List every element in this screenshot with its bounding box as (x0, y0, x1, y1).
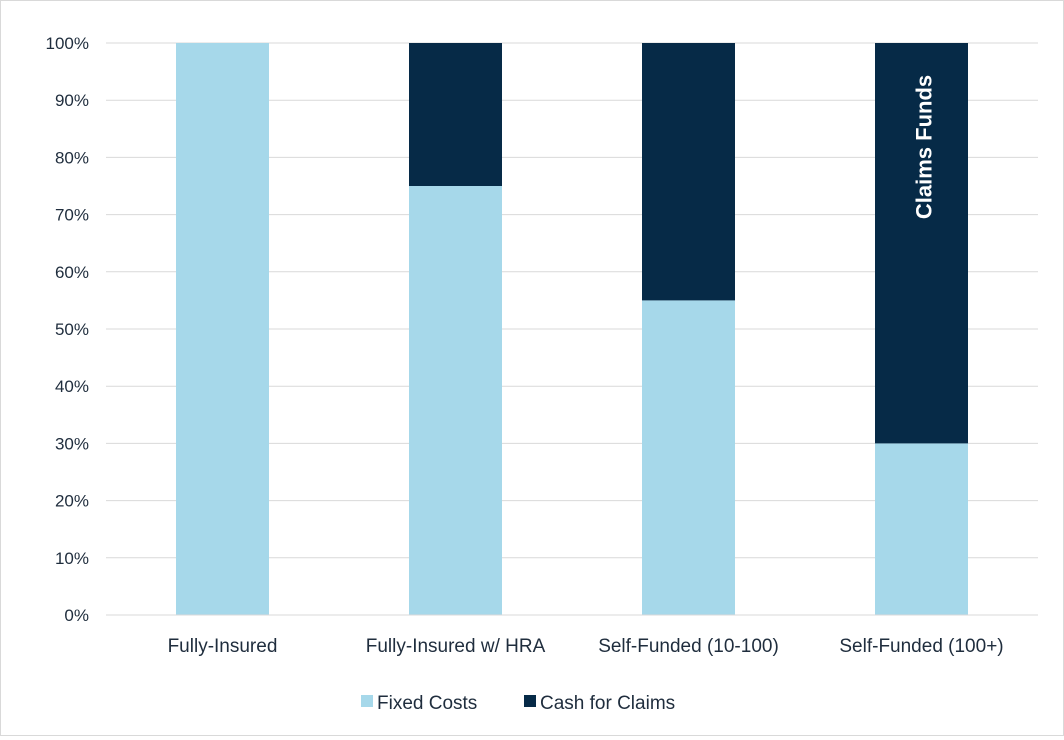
x-tick-label: Self-Funded (100+) (839, 636, 1003, 657)
legend-swatch-fixed-costs (361, 695, 373, 707)
y-axis-ticks: 0% 10% 20% 30% 40% 50% 60% 70% 80% 90% 100% (46, 34, 89, 625)
x-axis-labels: Fully-Insured Fully-Insured w/ HRA Self-Fu… (168, 636, 1004, 657)
y-tick-label: 100% (46, 34, 89, 53)
y-tick-label: 30% (55, 434, 89, 453)
bar-fixed-costs-fully-insured (176, 43, 269, 615)
bar-cash-for-claims-self-funded-100 (875, 43, 968, 444)
legend-label-fixed-costs: Fixed Costs (377, 693, 477, 714)
x-tick-label: Fully-Insured w/ HRA (366, 636, 546, 657)
x-tick-label: Fully-Insured (168, 636, 278, 657)
bar-fixed-costs-fully-insured-w-hra (409, 186, 502, 615)
legend-label-cash-for-claims: Cash for Claims (540, 693, 675, 714)
annotation-label: Claims Funds (912, 75, 937, 219)
y-tick-label: 20% (55, 492, 89, 511)
legend-swatch-cash-for-claims (524, 695, 536, 707)
y-tick-label: 90% (55, 91, 89, 110)
x-tick-label: Self-Funded (10-100) (598, 636, 779, 657)
bars (176, 43, 968, 615)
y-tick-label: 10% (55, 549, 89, 568)
y-tick-label: 40% (55, 377, 89, 396)
bar-fixed-costs-self-funded-100 (875, 443, 968, 615)
y-tick-label: 0% (64, 606, 89, 625)
bar-cash-for-claims-self-funded-10-100 (642, 43, 735, 301)
y-tick-label: 80% (55, 148, 89, 167)
y-tick-label: 60% (55, 263, 89, 282)
y-tick-label: 70% (55, 206, 89, 225)
annotations: Claims Funds (912, 75, 937, 219)
bar-fixed-costs-self-funded-10-100 (642, 300, 735, 615)
legend: Fixed Costs Cash for Claims (361, 693, 675, 714)
y-tick-label: 50% (55, 320, 89, 339)
bar-cash-for-claims-fully-insured-w-hra (409, 43, 502, 186)
